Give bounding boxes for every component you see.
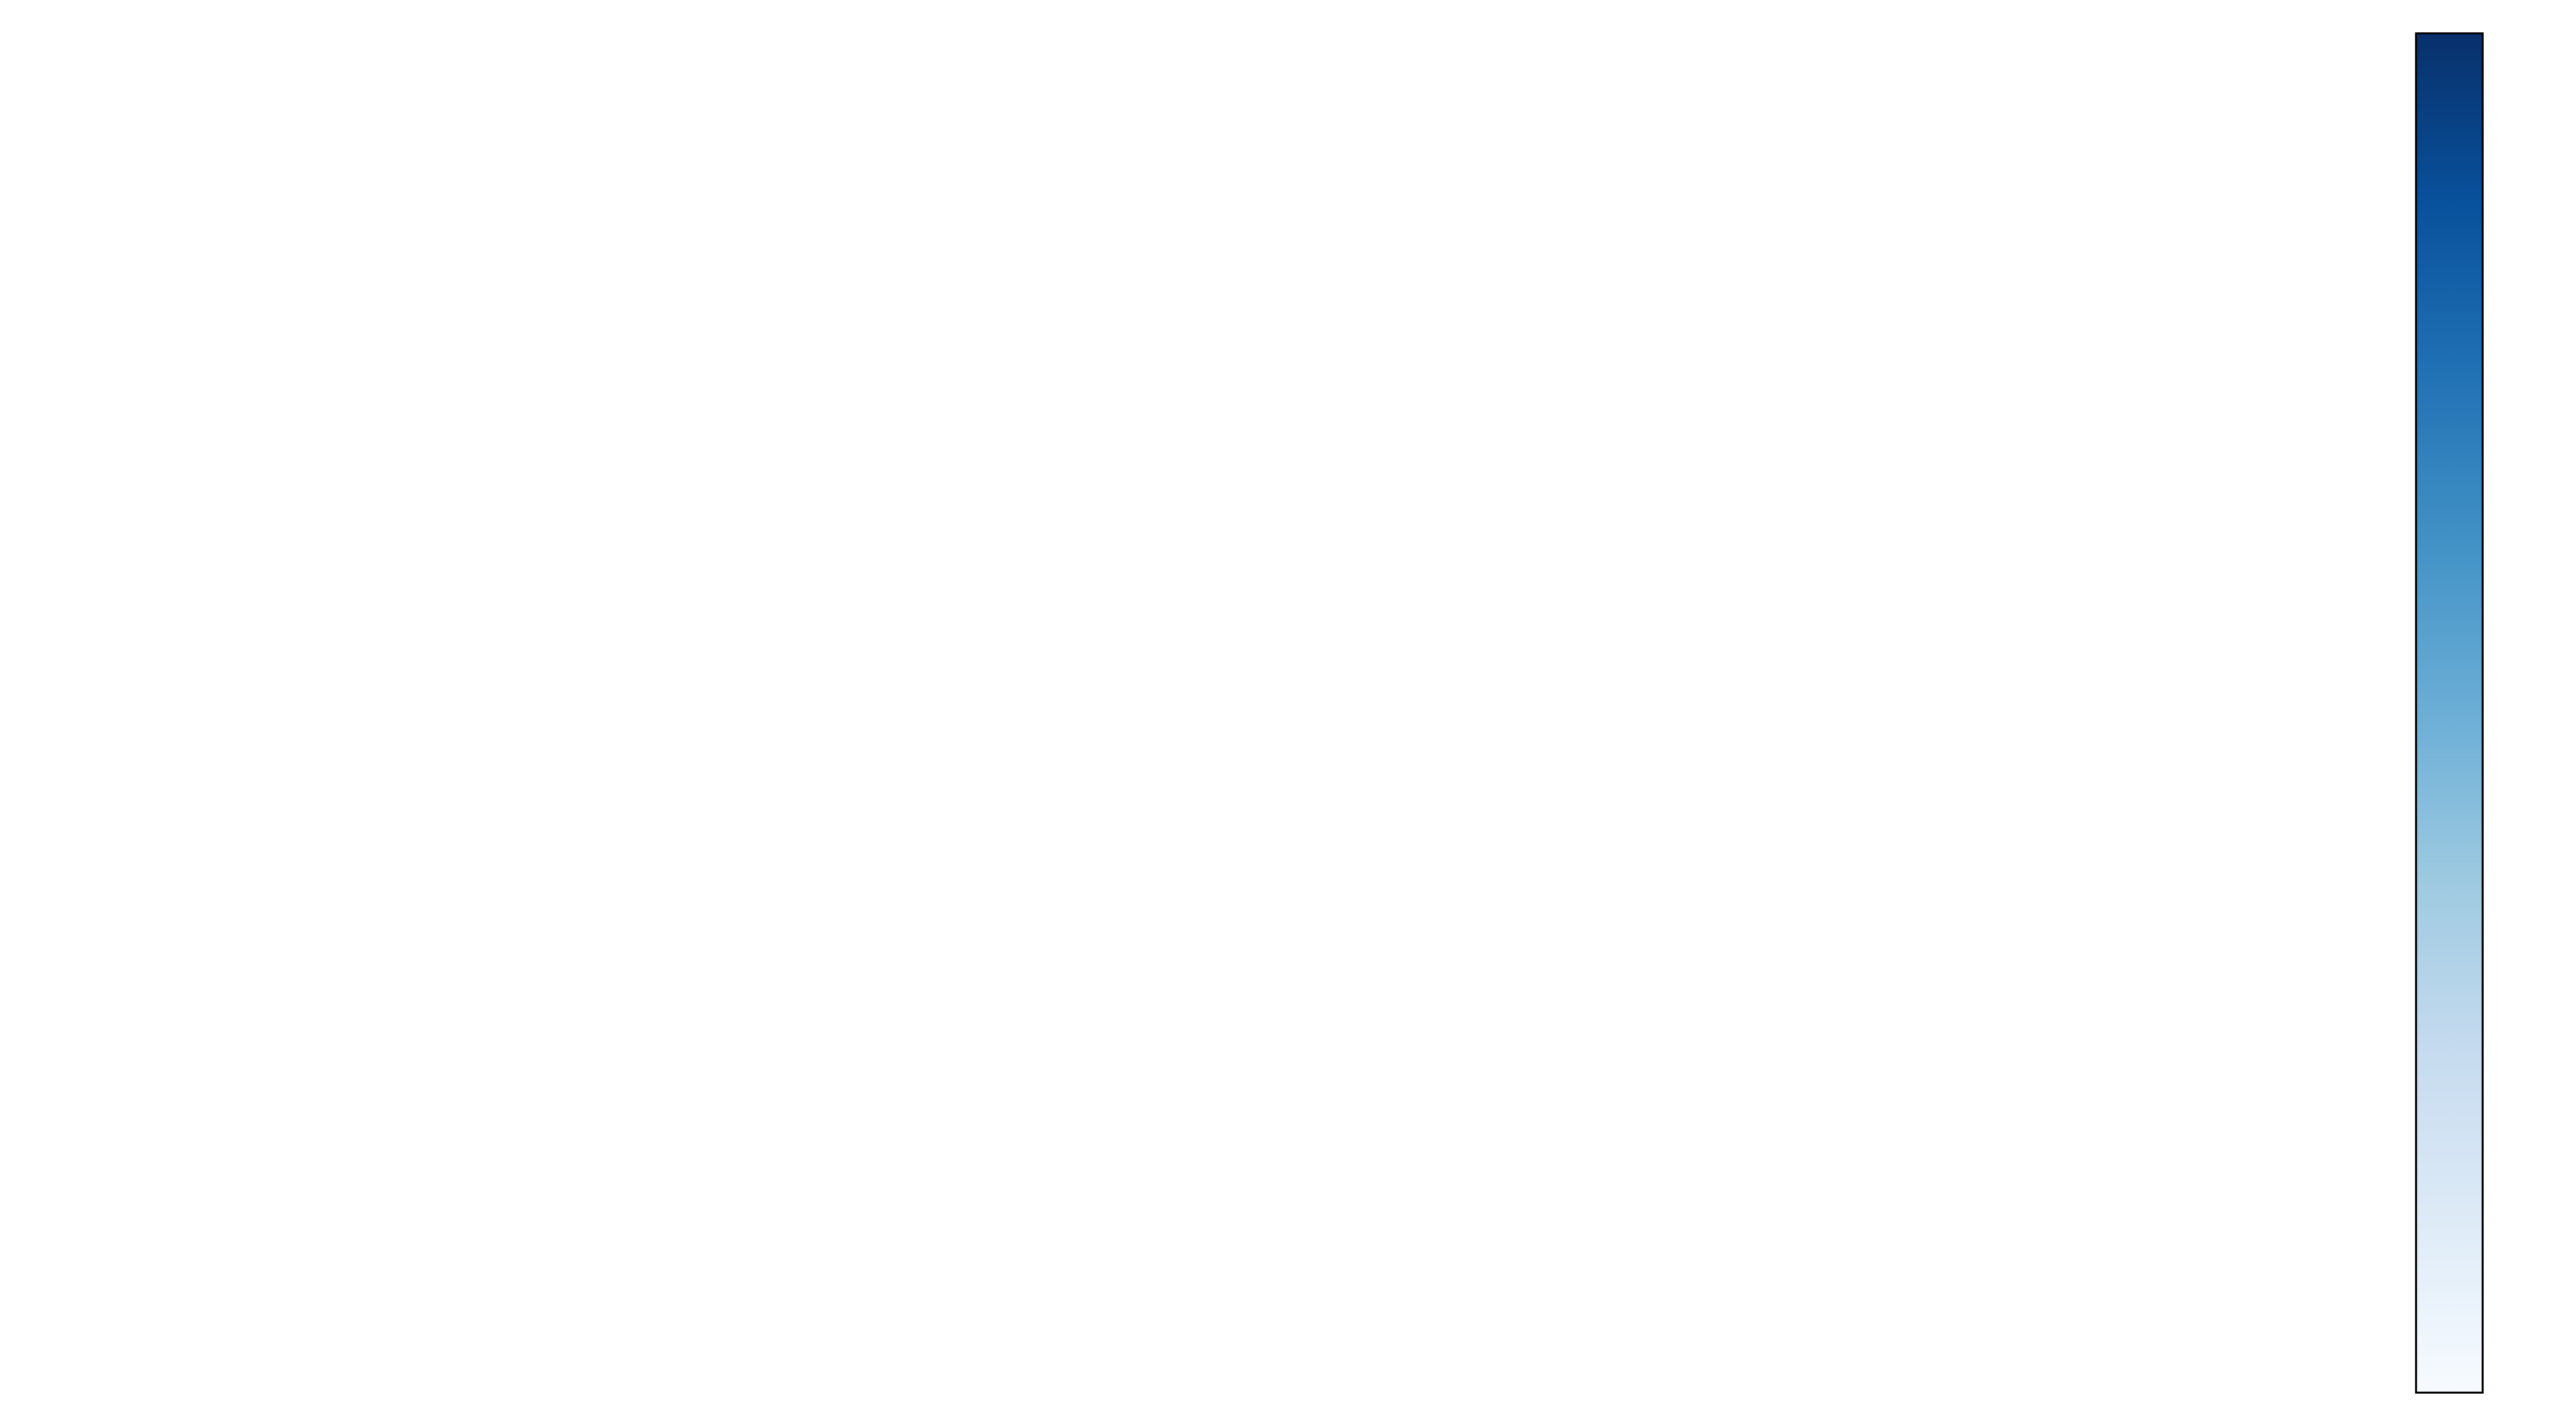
map-shading	[333, 980, 680, 1206]
colorbar	[2415, 32, 2484, 1394]
colorbar-scale	[2415, 32, 2484, 1394]
map-region	[333, 980, 680, 1206]
